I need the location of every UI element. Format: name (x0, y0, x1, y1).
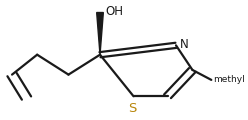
Text: OH: OH (106, 5, 124, 18)
Text: N: N (180, 38, 189, 51)
Polygon shape (97, 12, 103, 55)
Text: methyl: methyl (214, 75, 245, 84)
Text: S: S (128, 102, 137, 115)
